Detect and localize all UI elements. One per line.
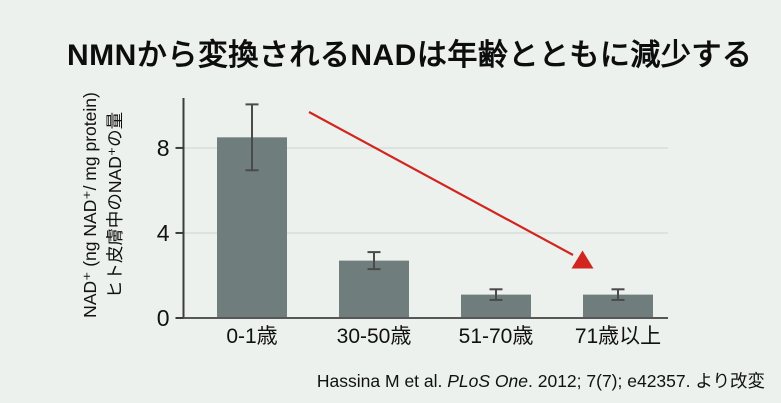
y-axis-label: NAD⁺ (ng NAD⁺/ mg protein): [80, 92, 100, 318]
bar: [583, 294, 653, 318]
bar: [461, 294, 531, 318]
citation-journal: PLoS One: [447, 371, 528, 391]
citation-authors: Hassina M et al.: [316, 371, 448, 391]
y-tick-label: 4: [157, 220, 170, 246]
y-axis-label: ヒト皮膚中のNAD⁺の量: [105, 112, 125, 298]
bar: [339, 260, 409, 318]
citation-details: . 2012; 7(7); e42357. より改変: [528, 371, 765, 391]
chart-title: NMNから変換されるNADは年齢とともに減少する: [67, 39, 753, 72]
x-category-label: 30-50歳: [337, 325, 412, 348]
y-tick-label: 0: [157, 305, 170, 331]
x-category-label: 71歳以上: [575, 325, 661, 348]
x-category-label: 51-70歳: [459, 325, 534, 348]
citation: Hassina M et al. PLoS One. 2012; 7(7); e…: [317, 368, 765, 393]
trend-arrow-line: [308, 111, 574, 256]
y-tick-label: 8: [157, 135, 170, 161]
trend-arrow-head: [571, 250, 594, 269]
x-category-label: 0-1歳: [226, 325, 277, 348]
